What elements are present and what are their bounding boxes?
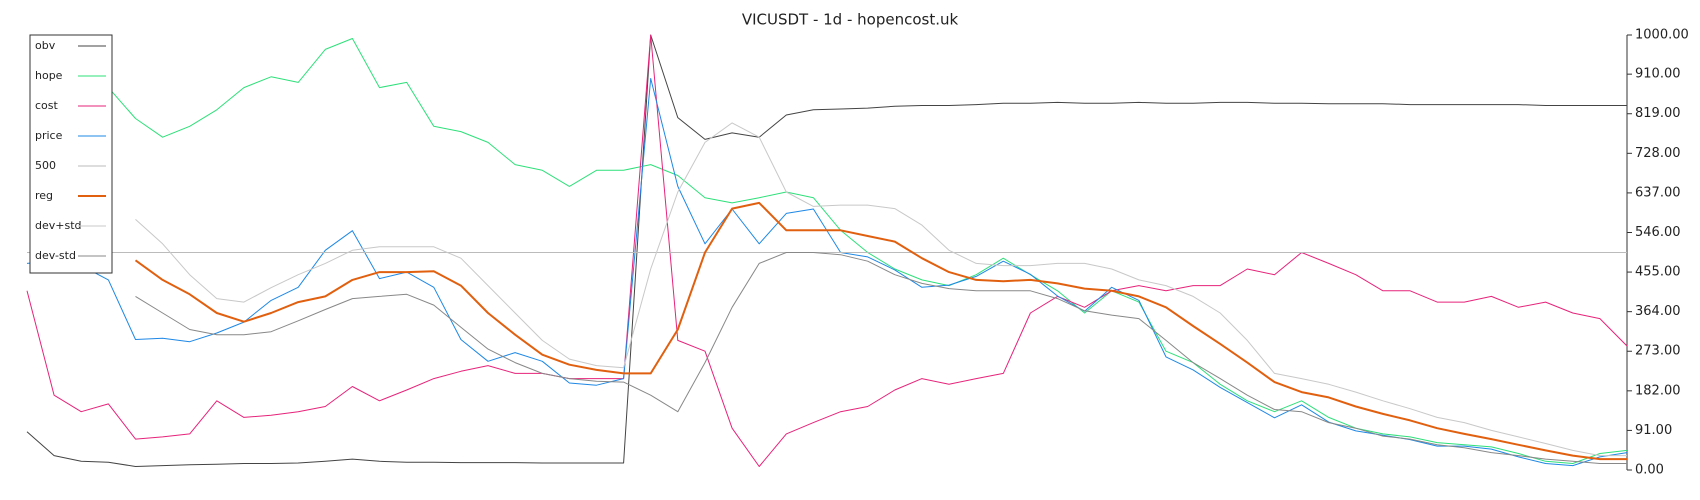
y-tick-label: 182.00 (1635, 383, 1681, 398)
y-tick-label: 273.00 (1635, 344, 1681, 359)
legend-label: dev-std (35, 249, 76, 262)
legend-label: hope (35, 69, 63, 82)
series-line (26, 34, 1627, 467)
y-tick-label: 728.00 (1635, 146, 1681, 161)
legend-label: reg (35, 189, 53, 202)
chart-title: VICUSDT - 1d - hopencost.uk (742, 11, 959, 29)
series-line (135, 122, 1627, 457)
y-tick-label: 364.00 (1635, 304, 1681, 319)
series-line (135, 252, 1627, 464)
legend-label: obv (35, 39, 56, 52)
y-tick-label: 546.00 (1635, 225, 1681, 240)
legend: obv hope cost price 500 reg dev+std dev-std (29, 34, 113, 274)
series-line (26, 34, 1628, 467)
y-tick-label: 910.00 (1635, 67, 1681, 82)
y-tick-label: 455.00 (1635, 265, 1681, 280)
y-tick-label: 819.00 (1635, 106, 1681, 121)
legend-label: 500 (35, 159, 56, 172)
y-tick-label: 0.00 (1635, 463, 1664, 478)
series-line (108, 38, 1628, 464)
y-tick-label: 1000.00 (1635, 28, 1689, 43)
series-line (26, 78, 1628, 467)
legend-box (29, 34, 113, 274)
series-line (134, 201, 1627, 461)
legend-label: cost (35, 99, 59, 112)
legend-label: dev+std (35, 219, 82, 232)
legend-label: price (35, 129, 63, 142)
y-tick-label: 91.00 (1635, 423, 1672, 438)
y-tick-label: 637.00 (1635, 185, 1681, 200)
